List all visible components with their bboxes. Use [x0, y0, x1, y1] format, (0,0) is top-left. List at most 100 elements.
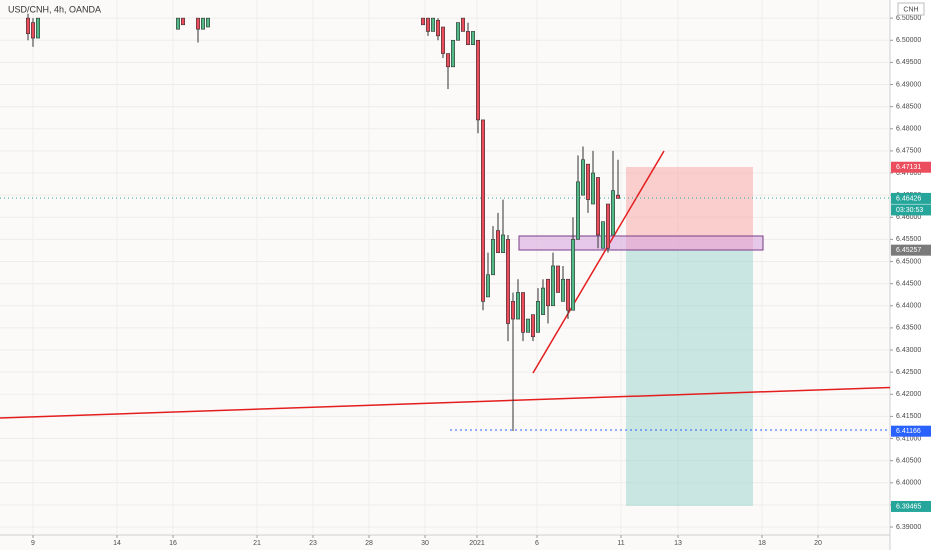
- candle-body: [525, 318, 530, 333]
- price-label-bg: [891, 500, 931, 512]
- chart-title: USD/CNH, 4h, OANDA: [8, 4, 101, 14]
- x-tick-label: 16: [169, 540, 177, 547]
- candle-body: [585, 163, 590, 200]
- x-tick-label: 14: [113, 540, 121, 547]
- currency-label: CNH: [903, 6, 918, 13]
- currency-badge: [897, 2, 925, 16]
- candle-body: [425, 17, 430, 32]
- candle-body: [595, 177, 600, 236]
- y-tick-label: 6.39000: [896, 524, 921, 531]
- candle-body: [515, 292, 520, 320]
- y-tick-label: 6.46000: [896, 214, 921, 221]
- trend-line: [532, 150, 665, 374]
- candle-body: [520, 292, 525, 333]
- candle-body: [550, 265, 555, 307]
- candle-body: [435, 20, 440, 37]
- y-tick-label: 6.40000: [896, 480, 921, 487]
- grid: [0, 0, 890, 535]
- candle-body: [500, 234, 505, 253]
- candle-body: [480, 119, 485, 302]
- y-tick-label: 6.42000: [896, 391, 921, 398]
- candle-body: [181, 17, 186, 26]
- candle-body: [570, 239, 575, 311]
- candle-body: [201, 17, 206, 30]
- x-tick-label: 21: [253, 540, 261, 547]
- y-tick-label: 6.45000: [896, 258, 921, 265]
- countdown-bg: [891, 204, 931, 216]
- candle-body: [470, 31, 475, 45]
- price-label: 6.39465: [896, 503, 921, 510]
- candle-body: [540, 287, 545, 315]
- support-line: [0, 386, 890, 419]
- y-tick-label: 6.44000: [896, 303, 921, 310]
- candle-body: [460, 17, 465, 32]
- y-tick-label: 6.49000: [896, 81, 921, 88]
- x-tick-label: 30: [421, 540, 429, 547]
- candle-body: [450, 39, 455, 68]
- y-tick-label: 6.42500: [896, 369, 921, 376]
- countdown: 03:30:53: [896, 207, 923, 214]
- price-label-bg: [891, 425, 931, 437]
- candles: [25, 13, 620, 432]
- x-tick-label: 11: [617, 540, 624, 547]
- candle-body: [545, 278, 550, 307]
- candle-body: [420, 17, 425, 26]
- candle-body: [575, 181, 580, 240]
- x-tick-label: 18: [758, 540, 766, 547]
- y-tick-label: 6.48500: [896, 103, 921, 110]
- candle-body: [555, 265, 560, 293]
- y-tick-label: 6.43000: [896, 347, 921, 354]
- candle-body: [495, 230, 500, 253]
- x-tick-label: 23: [309, 540, 317, 547]
- candle-body: [530, 314, 535, 338]
- price-label-bg: [891, 161, 931, 173]
- candle-body: [510, 301, 515, 320]
- candle-body: [600, 221, 605, 249]
- y-tick-label: 6.47500: [896, 148, 921, 155]
- x-tick-label: 2021: [469, 540, 485, 547]
- candle-body: [196, 17, 201, 30]
- y-tick-label: 6.49500: [896, 59, 921, 66]
- candle-body: [25, 17, 30, 34]
- candle-body: [440, 26, 445, 54]
- candle-body: [475, 39, 480, 121]
- price-label-bg: [891, 192, 931, 204]
- x-tick-label: 6: [535, 540, 539, 547]
- candle-body: [580, 159, 585, 196]
- y-tick-label: 6.44500: [896, 280, 921, 287]
- candle-body: [560, 278, 565, 302]
- candle-body: [565, 278, 570, 311]
- drawings: [0, 150, 890, 506]
- price-label-bg: [891, 244, 931, 256]
- candle-body: [430, 17, 435, 32]
- x-tick-label: 9: [31, 540, 35, 547]
- target-zone: [626, 250, 753, 506]
- candle-body: [615, 194, 620, 199]
- y-tick-label: 6.41500: [896, 413, 921, 420]
- price-axis: [890, 0, 932, 550]
- y-tick-label: 6.50500: [896, 15, 921, 22]
- y-tick-label: 6.41000: [896, 435, 921, 442]
- candle-body: [455, 22, 460, 41]
- candle-body: [35, 17, 40, 39]
- candle-body: [610, 190, 615, 236]
- candle-body: [465, 31, 470, 45]
- candle-body: [505, 239, 510, 324]
- y-tick-label: 6.43500: [896, 325, 921, 332]
- x-tick-label: 28: [365, 540, 373, 547]
- y-tick-label: 6.48000: [896, 126, 921, 133]
- candle-body: [445, 53, 450, 68]
- y-tick-label: 6.45500: [896, 236, 921, 243]
- labels: 6.390006.395006.400006.405006.410006.415…: [31, 15, 931, 547]
- price-label: 6.46426: [896, 195, 921, 202]
- price-label: 6.41166: [896, 428, 921, 435]
- candle-body: [206, 17, 211, 28]
- y-tick-label: 6.50000: [896, 37, 921, 44]
- price-label: 6.45257: [896, 247, 921, 254]
- y-tick-label: 6.47000: [896, 170, 921, 177]
- y-tick-label: 6.40500: [896, 458, 921, 465]
- price-label: 6.47131: [896, 164, 921, 171]
- candle-body: [605, 203, 610, 249]
- candle-body: [490, 239, 495, 276]
